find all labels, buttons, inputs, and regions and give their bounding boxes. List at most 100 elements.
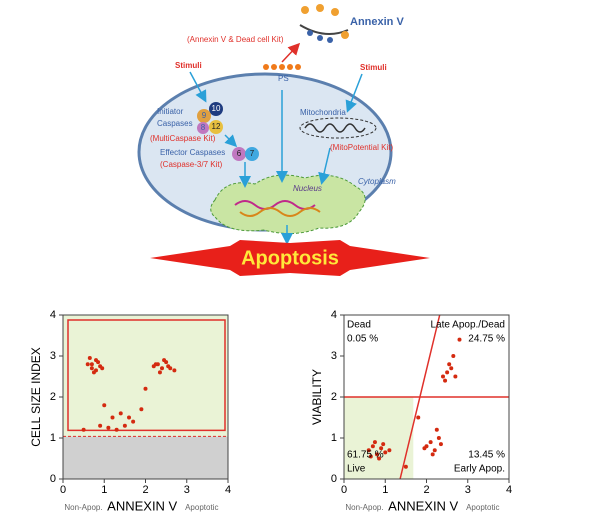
nucleus [210,174,366,234]
x-tick-label: 0 [60,484,66,496]
y-tick-label: 3 [331,350,337,362]
point [157,370,162,375]
mitochondrion [304,123,366,133]
quadrant-value: 13.45 % [468,450,505,461]
point [122,423,127,428]
quadrant-name: Early Apop. [454,464,505,475]
y-tick-label: 2 [50,391,56,403]
quadrant-name: Dead [347,320,371,331]
point [153,362,158,367]
point [366,448,371,453]
x-axis-note: Apoptotic [466,503,499,512]
point [381,442,386,447]
x-tick-label: 2 [142,484,148,496]
caspase-number: 6 [237,149,242,158]
point [110,415,115,420]
y-tick-label: 1 [50,432,56,444]
gate-region [63,315,228,437]
y-tick-label: 0 [331,473,337,485]
y-axis-label: CELL SIZE INDEX [29,347,43,447]
stimuli-label: Stimuli [360,63,387,72]
kit-label: (MitoPotential Kit) [330,143,393,152]
gate-excluded [63,436,228,479]
point [445,370,450,375]
point [85,362,90,367]
x-tick-label: 1 [382,484,388,496]
caspase-circles [197,102,259,161]
caspase-number: 9 [202,111,207,120]
dna [234,200,316,210]
caspase-number: 8 [201,123,206,132]
arrow [345,73,363,113]
y-tick-label: 2 [331,391,337,403]
point [370,444,375,449]
point [160,366,164,371]
kit-label: (MultiCaspase Kit) [150,134,216,143]
point [449,366,454,371]
point [139,407,144,412]
y-axis-label: VIABILITY [310,369,324,425]
point [131,419,136,424]
point [127,415,131,420]
point [379,446,384,451]
point [453,374,458,379]
quadrant-value: 0.05 % [347,334,378,345]
quadrant-value: 61.75 % [347,450,384,461]
caspase-number: 7 [250,149,255,158]
kit-label: (Caspase-3/7 Kit) [160,160,223,169]
point [441,374,445,379]
point [166,364,171,369]
quadrant-value: 24.75 % [468,334,505,345]
point [438,442,443,447]
point [436,436,441,440]
mitochondria-label: Mitochondria [300,108,346,117]
mitochondrion [299,117,377,139]
effector-label: Effector Caspases [160,148,225,157]
point [172,368,177,373]
cytoplasm-label: Cytoplasm [358,177,396,186]
quadrant-name: Late Apop./Dead [430,320,505,331]
arrow [189,71,207,103]
gate-region [344,397,414,479]
y-tick-label: 0 [50,473,56,485]
y-tick-label: 4 [50,309,56,321]
point [114,427,119,432]
point [118,411,123,416]
arrow [224,134,238,148]
point [143,386,148,391]
arrow [281,42,301,63]
x-tick-label: 3 [184,484,190,496]
x-axis-note: Non-Apop. [345,503,383,512]
ps-label: PS [278,74,289,83]
annexin-label: Annexin V [350,16,404,28]
x-tick-label: 0 [341,484,347,496]
x-axis-label: ANNEXIN V [107,498,177,513]
x-tick-label: 1 [101,484,107,496]
point [457,337,462,342]
point [422,446,427,451]
gate [67,319,226,432]
outcome-label: Apoptosis [241,247,339,269]
x-tick-label: 4 [506,484,512,496]
nucleus-label: Nucleus [293,184,322,193]
point [375,452,379,457]
x-axis-note: Apoptotic [185,503,218,512]
point [372,440,377,445]
x-tick-label: 4 [225,484,231,496]
kit-label: (Annexin V & Dead cell Kit) [187,35,284,44]
annexin-molecule [299,4,349,43]
quadrant-name: Live [347,464,366,475]
caspases-label: Caspases [157,119,193,128]
point [383,450,388,455]
point [100,366,105,371]
y-tick-label: 3 [50,350,56,362]
point [87,356,92,361]
point [387,448,392,453]
stimuli-label: Stimuli [175,61,202,70]
point [106,425,111,430]
x-tick-label: 3 [465,484,471,496]
point [368,454,373,459]
point [96,360,101,365]
dna [239,207,321,217]
